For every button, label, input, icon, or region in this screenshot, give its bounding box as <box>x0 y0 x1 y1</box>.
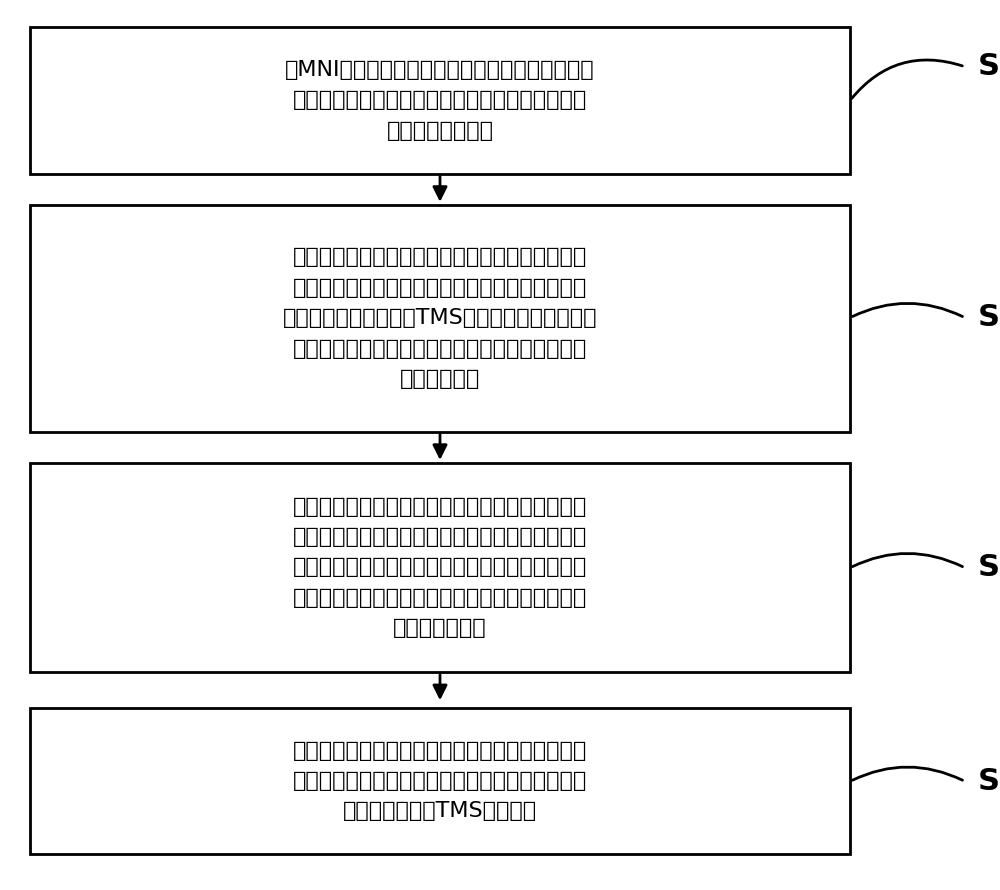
Text: S20: S20 <box>978 303 1000 332</box>
Text: 获取各最佳调控效应对应的线圈位点及方向，作为
个体脑区各分区的最优线圈位姿；基于最优线圈位
姿，构建个体的TMS位姿图谱: 获取各最佳调控效应对应的线圈位点及方向，作为 个体脑区各分区的最优线圈位姿；基于… <box>293 740 587 821</box>
Text: 在MNI标准空间中构建头皮表面的线圈阵列位点和
方向，并匹配到个体脑空间，得到个体脑空间的线
圈阵列位点和方向: 在MNI标准空间中构建头皮表面的线圈阵列位点和 方向，并匹配到个体脑空间，得到个… <box>285 60 595 141</box>
FancyBboxPatch shape <box>30 708 850 854</box>
FancyArrowPatch shape <box>852 767 963 781</box>
Text: 基于获取的个体脑部的结构磁共振影像、弥散张量
磁共振影像，构建有限元电磁仿真计算模型，并采
用有限元计算方法仿真TMS线圈定位于所述个体脑
空间的线圈阵列位点，: 基于获取的个体脑部的结构磁共振影像、弥散张量 磁共振影像，构建有限元电磁仿真计算… <box>283 247 597 389</box>
FancyBboxPatch shape <box>30 27 850 174</box>
Text: 将标准空间的脑网络组图谱配准至个体脑空间，得
到个体脑区分区结果，并根据脑组织感应电场分布
，获取第一电场值、第二电场值；将第一电场值、
第一电场值与第二电场值: 将标准空间的脑网络组图谱配准至个体脑空间，得 到个体脑区分区结果，并根据脑组织感… <box>293 497 587 638</box>
FancyBboxPatch shape <box>30 205 850 432</box>
FancyArrowPatch shape <box>852 303 963 317</box>
FancyArrowPatch shape <box>852 554 963 567</box>
FancyBboxPatch shape <box>30 463 850 672</box>
Text: S30: S30 <box>978 554 1000 582</box>
Text: S40: S40 <box>978 767 1000 796</box>
FancyArrowPatch shape <box>852 60 962 99</box>
Text: S10: S10 <box>978 53 1000 81</box>
